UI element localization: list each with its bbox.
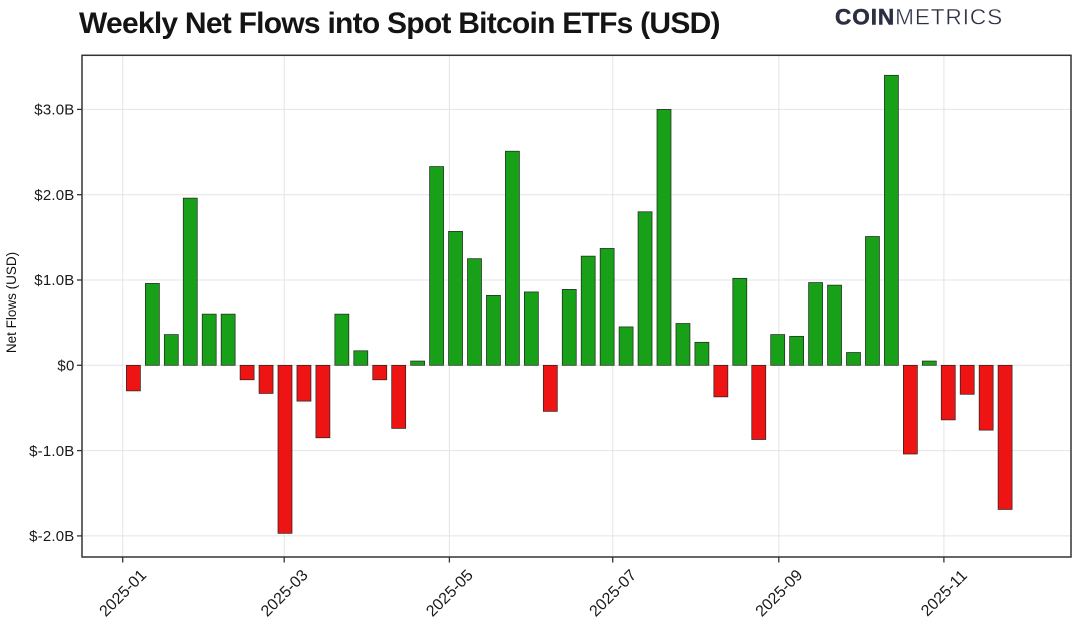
svg-text:$2.0B: $2.0B xyxy=(34,187,74,204)
svg-text:Weekly Net Flows into Spot Bit: Weekly Net Flows into Spot Bitcoin ETFs … xyxy=(79,7,720,40)
svg-text:$1.0B: $1.0B xyxy=(34,272,74,289)
svg-text:$-2.0B: $-2.0B xyxy=(29,528,74,545)
svg-text:Net Flows (USD): Net Flows (USD) xyxy=(4,252,19,353)
svg-text:$0: $0 xyxy=(57,358,74,375)
svg-text:$-1.0B: $-1.0B xyxy=(29,443,74,460)
svg-text:$3.0B: $3.0B xyxy=(34,102,74,119)
svg-text:COINMETRICS: COINMETRICS xyxy=(835,4,1003,29)
